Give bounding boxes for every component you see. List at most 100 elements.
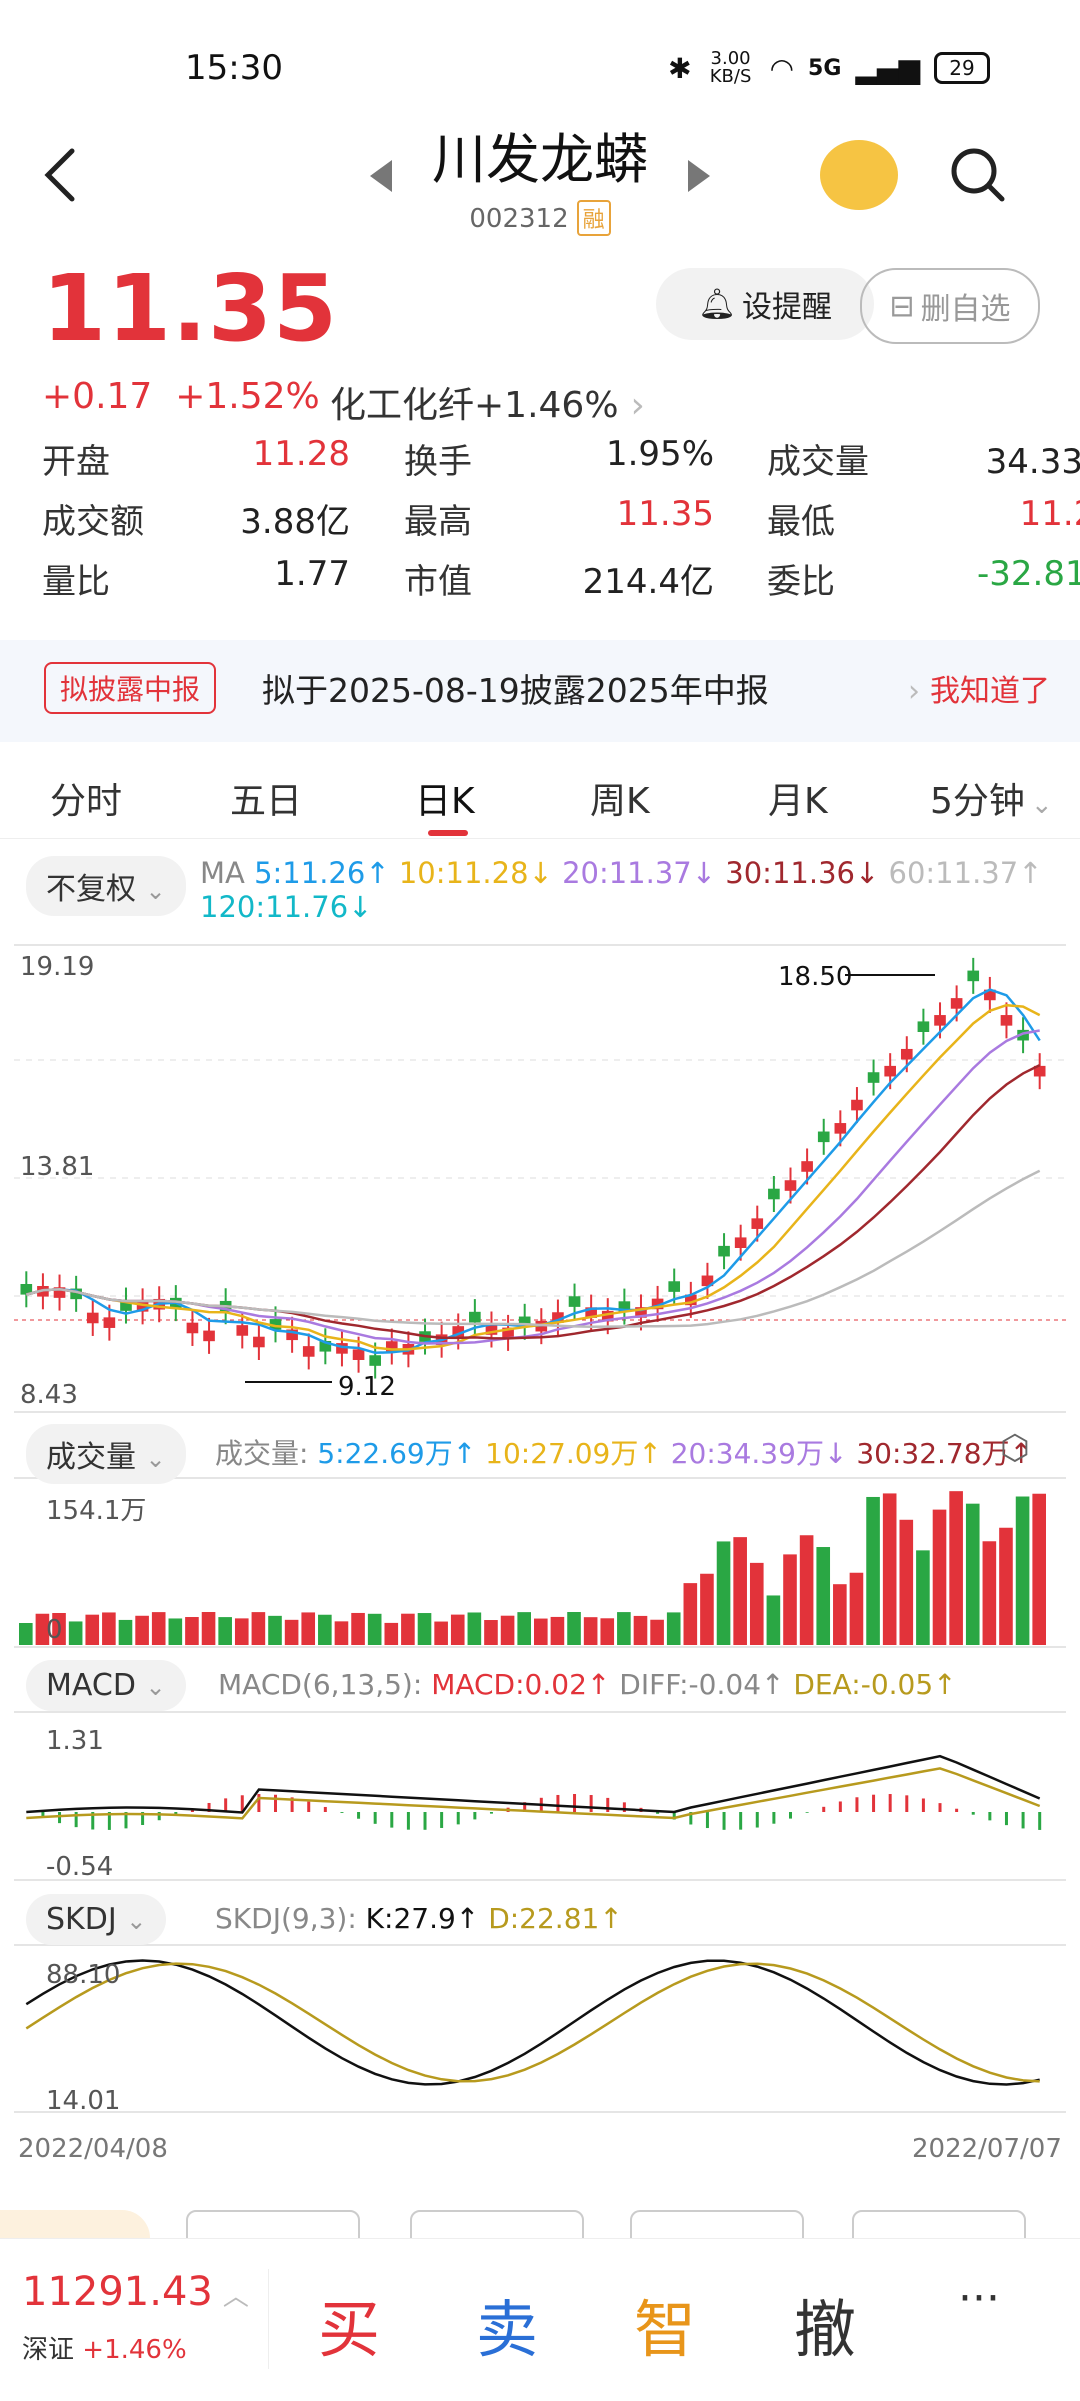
chip[interactable]: [186, 2210, 360, 2240]
volume-bar: [866, 1496, 880, 1645]
ma-120: 120:11.76↓: [200, 890, 373, 924]
ma-10: 10:11.28↓: [398, 856, 553, 890]
adjust-label: 不复权: [46, 872, 136, 907]
tab-daily-k[interactable]: 日K: [415, 781, 475, 822]
more-button[interactable]: ···: [958, 2273, 1000, 2324]
prev-stock-icon[interactable]: [370, 160, 392, 192]
volume-bar: [550, 1616, 565, 1645]
macd-title: MACD(6,13,5):: [218, 1668, 423, 1701]
candle-body: [20, 1284, 33, 1295]
volume-bar: [932, 1509, 947, 1645]
volume-bar: [201, 1612, 216, 1645]
notice-text: 拟于2025-08-19披露2025年中报: [262, 671, 769, 710]
battery-icon: 29: [934, 52, 990, 84]
tab-intraday[interactable]: 分时: [50, 781, 123, 822]
volume-bar: [467, 1612, 482, 1645]
adjust-selector[interactable]: 不复权 ⌄: [26, 856, 186, 916]
stat-label: 市值: [404, 562, 472, 602]
candle-body: [651, 1298, 664, 1310]
sell-button[interactable]: 卖: [476, 2293, 539, 2366]
volume-bar: [185, 1617, 199, 1645]
stat-value: 1.77: [274, 554, 350, 594]
strategy-chip[interactable]: [0, 2210, 150, 2240]
volume-selector-label: 成交量: [46, 1440, 136, 1475]
stock-name: 川发龙蟒: [432, 128, 648, 191]
tab-monthly-k[interactable]: 月K: [768, 781, 828, 822]
notice-banner: 拟披露中报 拟于2025-08-19披露2025年中报 › 我知道了: [0, 640, 1080, 742]
candle-body: [618, 1301, 631, 1312]
buy-button[interactable]: 买: [318, 2293, 381, 2366]
volume-bar: [484, 1620, 498, 1645]
sector-link[interactable]: 化工化纤+1.46% ›: [330, 376, 645, 428]
chip[interactable]: [410, 2210, 584, 2240]
candle-body: [319, 1340, 332, 1352]
skdj-y-bottom: 14.01: [46, 2086, 121, 2116]
candle-body: [302, 1346, 315, 1357]
kline-y-bottom: 8.43: [20, 1380, 78, 1410]
tab-weekly-k[interactable]: 周K: [590, 781, 650, 822]
index-value[interactable]: 11291.43 ︿: [22, 2269, 249, 2315]
skdj-selector[interactable]: SKDJ ⌄: [26, 1894, 167, 1945]
margin-badge: 融: [576, 200, 611, 236]
tab-5min[interactable]: 5分钟 ⌄: [930, 772, 1053, 824]
candle-body: [784, 1180, 797, 1191]
chart-area[interactable]: [0, 0, 1080, 2240]
candle-body: [103, 1317, 116, 1328]
volume-bar: [102, 1612, 116, 1645]
volume-bar: [151, 1612, 166, 1645]
candle-body: [469, 1311, 481, 1323]
volume-bar: [68, 1621, 83, 1645]
volume-bar: [816, 1547, 831, 1645]
index-sub: 深证 +1.46%: [22, 2329, 187, 2366]
smart-button[interactable]: 智: [634, 2293, 697, 2366]
bell-icon: 🔔︎: [697, 286, 737, 322]
search-icon[interactable]: [948, 145, 1008, 205]
volume-bar: [1015, 1496, 1030, 1645]
set-alert-button[interactable]: 🔔︎ 设提醒: [656, 268, 874, 340]
tab-five-day[interactable]: 五日: [230, 781, 303, 822]
volume-bar: [334, 1621, 349, 1645]
stat-label: 开盘: [42, 442, 110, 482]
volume-selector[interactable]: 成交量 ⌄: [26, 1424, 186, 1484]
notice-dismiss-button[interactable]: › 我知道了: [908, 666, 1050, 710]
period-tabs: 分时 五日 日K 周K 月K 5分钟 ⌄: [0, 748, 1080, 839]
volume-bar: [268, 1615, 282, 1645]
volume-bar: [683, 1583, 698, 1645]
cancel-order-button[interactable]: 撤: [794, 2293, 857, 2366]
candle-body: [1000, 1015, 1013, 1026]
skdj-d-line: [25, 1962, 1040, 2083]
mascot-icon[interactable]: [820, 140, 898, 210]
volume-bar: [517, 1612, 531, 1645]
candle-body: [768, 1188, 780, 1200]
chevron-down-icon: ⌄: [145, 877, 166, 905]
candle-body: [336, 1343, 348, 1354]
candle-body: [1033, 1065, 1046, 1077]
volume-bars: [19, 1491, 1046, 1645]
dea-line: [26, 1767, 1041, 1820]
stat-value: 11.28: [252, 434, 350, 474]
ma-lines: [25, 988, 1041, 1355]
volume-bar: [849, 1572, 864, 1645]
change-value: +0.17: [42, 376, 153, 417]
candle-body: [203, 1330, 215, 1342]
stat-label: 最高: [404, 502, 472, 542]
next-stock-icon[interactable]: [688, 160, 710, 192]
back-icon[interactable]: [40, 145, 80, 205]
date-start: 2022/04/08: [18, 2134, 168, 2164]
settings-hex-icon[interactable]: ⬡: [1000, 1428, 1030, 1468]
index-number: 11291.43: [22, 2269, 213, 2315]
candle-body: [70, 1288, 82, 1300]
sector-label: 化工化纤+1.46%: [330, 385, 619, 426]
current-price: 11.35: [42, 255, 339, 362]
notice-dismiss-label: 我知道了: [930, 674, 1050, 709]
skdj-k-line: [25, 1959, 1040, 2086]
chip[interactable]: [630, 2210, 804, 2240]
volume-bar: [351, 1612, 365, 1645]
chip[interactable]: [852, 2210, 1026, 2240]
ma-line: [25, 1169, 1041, 1328]
remove-watchlist-button[interactable]: ⊟ 删自选: [860, 268, 1040, 344]
candle-body: [734, 1237, 747, 1248]
volume-bar: [234, 1618, 249, 1645]
volume-bar: [982, 1541, 997, 1645]
macd-selector[interactable]: MACD ⌄: [26, 1660, 186, 1711]
